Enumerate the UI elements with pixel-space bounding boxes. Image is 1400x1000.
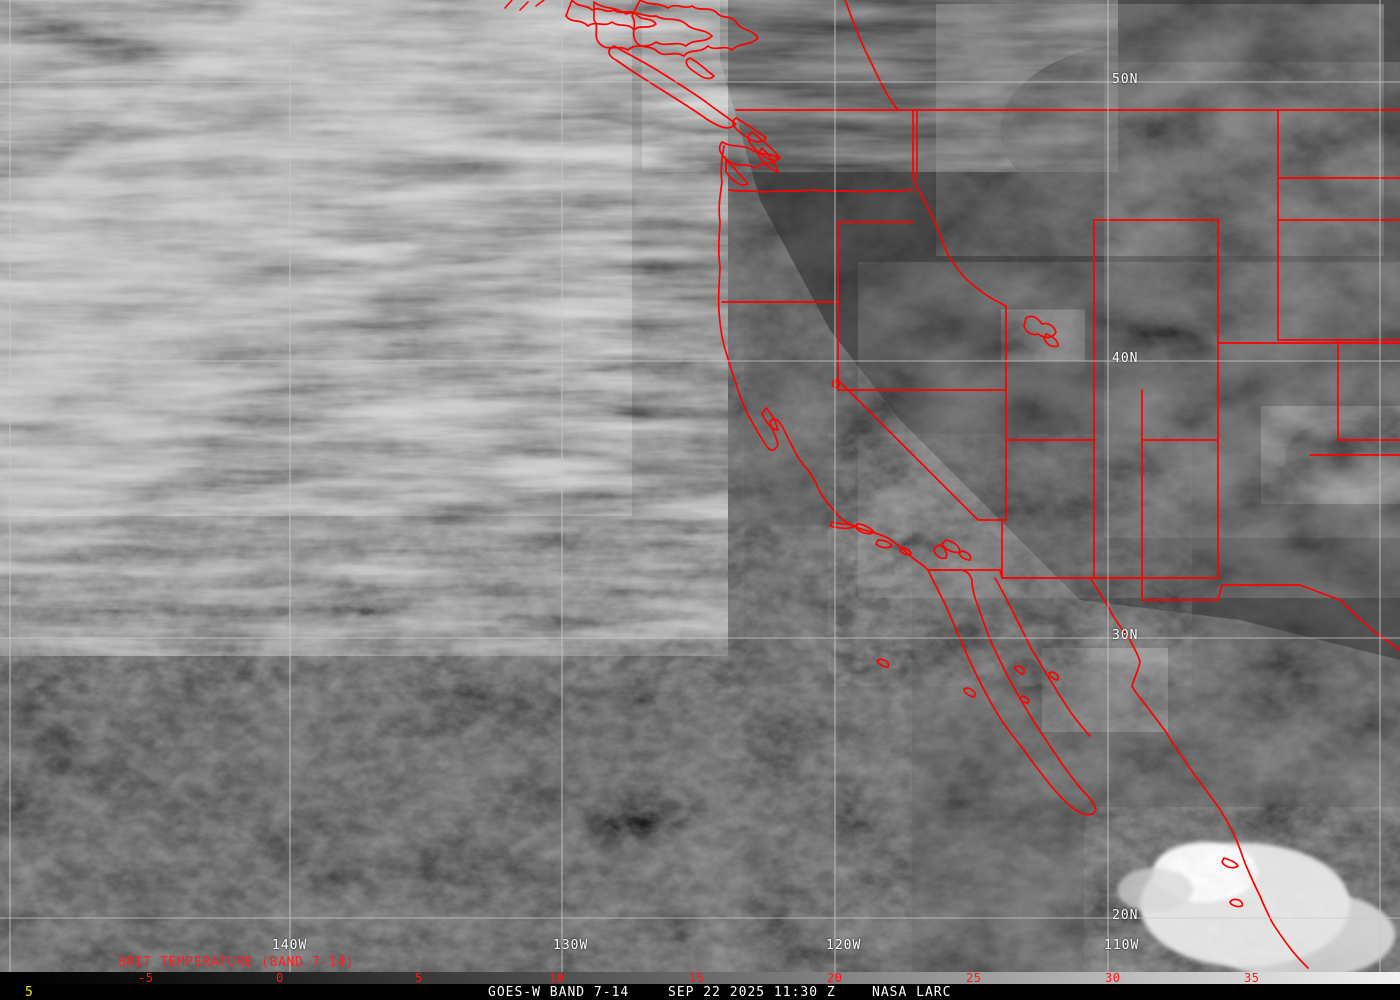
- lon-label-130w: 130W: [553, 938, 589, 953]
- lon-label-140w: 140W: [272, 938, 308, 953]
- satellite-image-canvas[interactable]: 50N 40N 30N 20N 140W 130W 120W 110W BRIT…: [0, 0, 1400, 972]
- lat-label-50n: 50N: [1112, 72, 1139, 87]
- left-marker-label: 5: [25, 985, 34, 1000]
- brightness-temperature-colorbar[interactable]: [0, 972, 1400, 984]
- lon-label-120w: 120W: [826, 938, 862, 953]
- colorbar-tick--5: -5: [138, 971, 154, 985]
- colorbar-title: BRIT TEMPERATURE (BAND 7-14): [118, 955, 354, 970]
- colorbar-tick-35: 35: [1244, 971, 1260, 985]
- lat-label-20n: 20N: [1112, 908, 1139, 923]
- status-bar: 5 GOES-W BAND 7-14 SEP 22 2025 11:30 Z N…: [0, 984, 1400, 1000]
- colorbar-tick-0: 0: [276, 971, 284, 985]
- colorbar-tick-5: 5: [415, 971, 423, 985]
- colorbar-tick-20: 20: [827, 971, 843, 985]
- lat-lon-graticule: [0, 0, 1400, 972]
- lon-label-110w: 110W: [1104, 938, 1140, 953]
- timestamp-label: SEP 22 2025 11:30 Z: [668, 985, 836, 1000]
- lat-label-30n: 30N: [1112, 628, 1139, 643]
- ir-brightness-temperature-raster: [0, 0, 1400, 972]
- satellite-band-label: GOES-W BAND 7-14: [488, 985, 630, 1000]
- lat-label-40n: 40N: [1112, 351, 1139, 366]
- geographic-outlines: [504, 0, 1400, 969]
- colorbar-tick-25: 25: [966, 971, 982, 985]
- agency-label: NASA LARC: [872, 985, 952, 1000]
- colorbar-tick-30: 30: [1105, 971, 1121, 985]
- colorbar-tick-15: 15: [689, 971, 705, 985]
- colorbar-tick-10: 10: [549, 971, 565, 985]
